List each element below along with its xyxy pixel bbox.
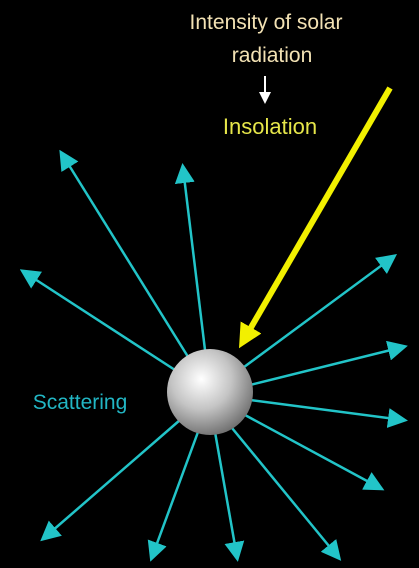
scatter-arrow	[244, 413, 385, 491]
scatter-arrow	[249, 340, 408, 387]
scatter-arrows	[19, 149, 408, 562]
scattering-label: Scattering	[33, 391, 128, 414]
particle	[167, 349, 253, 435]
intensity-line-1: Intensity of solar	[190, 11, 343, 34]
scatter-arrow	[147, 431, 200, 562]
insolation-arrow	[238, 86, 393, 349]
scatter-arrow	[19, 269, 176, 372]
scatter-arrow	[174, 163, 207, 351]
scatter-arrow	[231, 427, 342, 561]
scatter-arrow	[59, 149, 192, 361]
intensity-line-2: radiation	[232, 44, 313, 67]
scatter-arrow	[40, 419, 181, 542]
insolation-label: Insolation	[223, 114, 317, 139]
scatter-arrow	[213, 431, 245, 562]
scatter-arrow	[249, 398, 408, 428]
scatter-arrow	[239, 254, 398, 372]
